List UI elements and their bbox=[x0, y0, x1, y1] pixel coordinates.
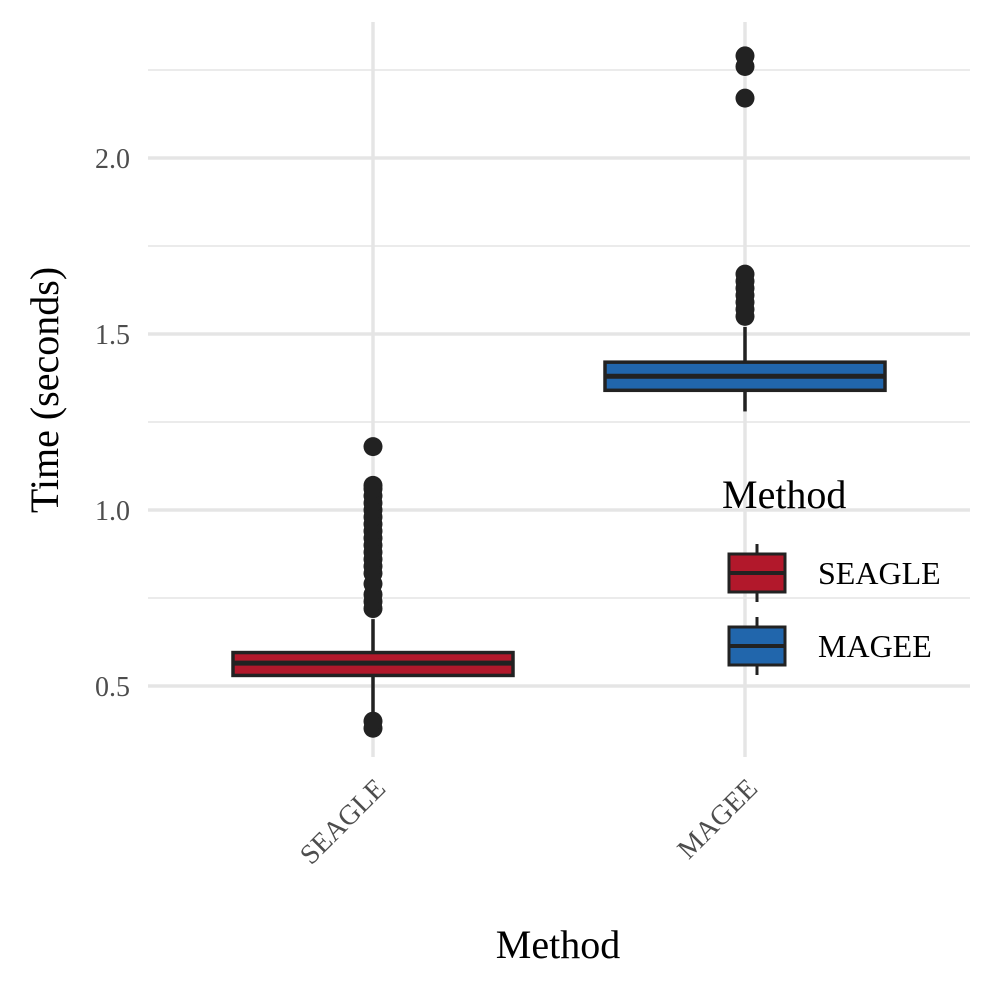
y-tick-label: 0.5 bbox=[95, 672, 130, 703]
x-axis-ticks: SEAGLE MAGEE bbox=[294, 773, 764, 871]
y-axis-title: Time (seconds) bbox=[22, 267, 67, 513]
y-tick-label: 1.0 bbox=[95, 496, 130, 527]
box-magee bbox=[603, 46, 887, 412]
legend-label: SEAGLE bbox=[818, 555, 941, 591]
outlier-point bbox=[735, 264, 755, 284]
box-seagle bbox=[231, 437, 515, 738]
y-tick-label: 2.0 bbox=[95, 144, 130, 175]
legend-label: MAGEE bbox=[818, 628, 932, 664]
legend: Method SEAGLE MAGEE bbox=[722, 472, 941, 675]
outlier-point bbox=[363, 475, 383, 495]
y-axis-ticks: 0.5 1.0 1.5 2.0 bbox=[95, 144, 130, 703]
boxes bbox=[231, 46, 887, 738]
y-tick-label: 1.5 bbox=[95, 320, 130, 351]
outlier-point bbox=[735, 88, 755, 108]
x-tick-label: SEAGLE bbox=[294, 773, 392, 871]
x-axis-title: Method bbox=[496, 922, 620, 967]
legend-item-magee: MAGEE bbox=[727, 617, 932, 675]
outlier-point bbox=[735, 46, 755, 66]
outlier-point bbox=[363, 711, 383, 731]
outlier-point bbox=[363, 437, 383, 457]
legend-title: Method bbox=[722, 472, 846, 517]
legend-item-seagle: SEAGLE bbox=[727, 544, 941, 602]
x-tick-label: MAGEE bbox=[672, 773, 764, 865]
